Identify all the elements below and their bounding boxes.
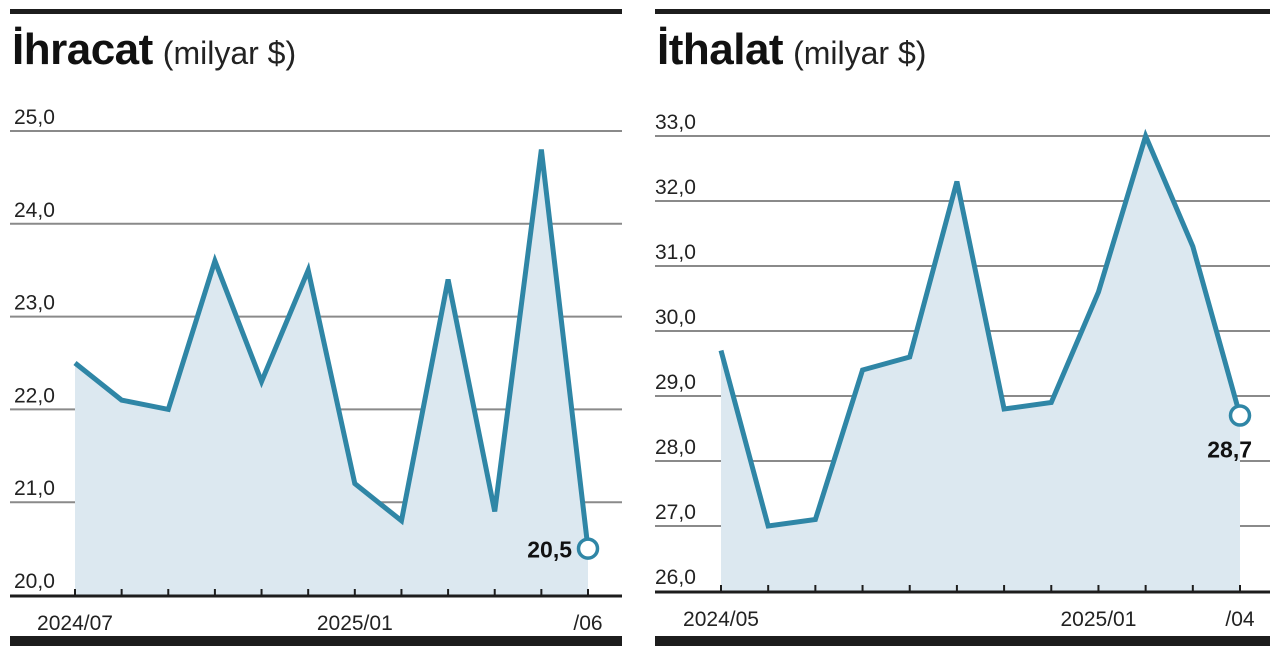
- end-point-marker: [1228, 404, 1252, 427]
- y-tick-label: 27,0: [655, 501, 696, 524]
- chart-title: İthalat (milyar $): [657, 28, 926, 72]
- top-rule: [10, 9, 622, 14]
- import-panel: İthalat (milyar $) 26,0 27,0 28,0 29,0 30,0 31…: [655, 0, 1270, 657]
- x-tick-label: 2024/05: [683, 608, 759, 631]
- y-tick-label: 25,0: [14, 106, 55, 129]
- end-value-label: 20,5: [527, 537, 572, 563]
- bottom-rule: [10, 636, 622, 646]
- chart-title-main: İthalat: [657, 25, 784, 74]
- y-tick-label: 24,0: [14, 199, 55, 222]
- y-tick-label: 20,0: [14, 570, 55, 593]
- end-point-marker: [576, 537, 600, 560]
- y-tick-label: 21,0: [14, 477, 55, 500]
- y-tick-label: 30,0: [655, 306, 696, 329]
- y-tick-label: 31,0: [655, 241, 696, 264]
- import-chart: 26,0 27,0 28,0 29,0 30,0 31,0 32,0 33,0 2024/05 2…: [655, 111, 1270, 631]
- series-line: [73, 149, 591, 549]
- area-fill: [75, 149, 588, 596]
- export-chart: 20,0 21,0 22,0 23,0 24,0 25,0 2024/07 2025/01/0…: [10, 106, 622, 635]
- y-tick-label: 22,0: [14, 384, 55, 407]
- chart-title-unit: (milyar $): [793, 35, 927, 71]
- series-line: [718, 128, 1243, 529]
- bottom-rule: [655, 636, 1270, 646]
- chart-title-unit: (milyar $): [162, 35, 297, 71]
- y-tick-label: 26,0: [655, 566, 696, 589]
- x-tick-label: /04: [1225, 608, 1255, 631]
- top-rule: [655, 9, 1270, 14]
- x-tick-label: /06: [573, 612, 602, 635]
- export-panel: İhracat (milyar $) 20,0 21,0 22,0 23,0 24,0 25…: [10, 0, 622, 657]
- x-tick-label: 2025/01: [317, 612, 393, 635]
- end-value-label: 28,7: [1207, 437, 1252, 463]
- chart-title: İhracat (milyar $): [12, 28, 296, 72]
- y-tick-label: 28,0: [655, 436, 696, 459]
- y-tick-label: 33,0: [655, 111, 696, 134]
- x-tick-label: 2025/01: [1060, 608, 1136, 631]
- area-fill: [721, 136, 1240, 592]
- x-tick-label: 2024/07: [37, 612, 113, 635]
- y-tick-label: 23,0: [14, 292, 55, 315]
- y-tick-label: 29,0: [655, 371, 696, 394]
- chart-title-main: İhracat: [12, 25, 153, 74]
- y-tick-label: 32,0: [655, 176, 696, 199]
